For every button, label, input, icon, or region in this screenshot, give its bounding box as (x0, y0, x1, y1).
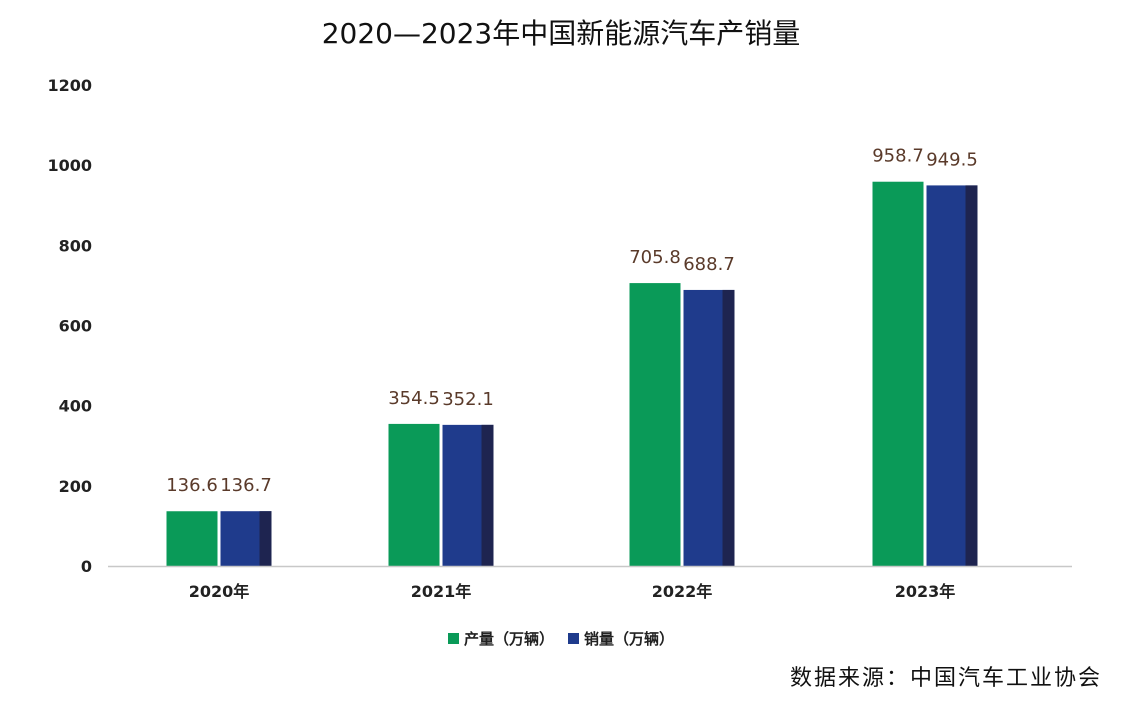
chart-title: 2020—2023年中国新能源汽车产销量 (321, 17, 801, 50)
y-tick-label: 600 (59, 317, 92, 336)
value-label-sales: 688.7 (683, 254, 735, 275)
bar-production (872, 181, 924, 567)
y-axis-ticks: 0 200 400 600 800 1000 1200 (47, 76, 92, 576)
value-label-production: 136.6 (166, 475, 218, 496)
bars (166, 181, 978, 567)
y-tick-label: 400 (59, 397, 92, 416)
x-tick-label: 2020年 (189, 582, 250, 601)
data-source-note: 数据来源：中国汽车工业协会 (789, 666, 1102, 691)
value-label-sales: 352.1 (442, 389, 494, 410)
bar-sales-shade (722, 289, 735, 566)
legend: 产量（万辆） 销量（万辆） (0, 628, 1122, 649)
value-label-sales: 949.5 (926, 149, 978, 170)
value-labels: 136.6 136.7 354.5 352.1 705.8 688.7 958.7 949.5 (166, 146, 978, 497)
y-tick-label: 1000 (47, 156, 92, 175)
y-tick-label: 1200 (47, 76, 92, 95)
bar-sales-shade (965, 185, 978, 566)
value-label-sales: 136.7 (220, 475, 272, 496)
legend-item-sales: 销量（万辆） (568, 628, 674, 649)
x-tick-label: 2022年 (652, 582, 713, 601)
legend-label-sales: 销量（万辆） (584, 630, 675, 648)
bar-production (166, 511, 218, 566)
legend-swatch-sales (568, 633, 579, 644)
legend-swatch-production (447, 633, 459, 644)
bar-sales-shade (481, 424, 494, 566)
y-tick-label: 200 (59, 477, 92, 496)
bar-sales-shade (259, 511, 272, 566)
legend-label-production: 产量（万辆） (463, 630, 554, 648)
bar-production (629, 283, 681, 566)
value-label-production: 705.8 (629, 247, 681, 268)
y-tick-label: 800 (59, 236, 92, 255)
x-axis-ticks: 2020年 2021年 2022年 2023年 (189, 582, 956, 601)
value-label-production: 354.5 (388, 388, 440, 409)
legend-item-production: 产量（万辆） (447, 628, 554, 649)
y-tick-label: 0 (81, 557, 92, 576)
bar-production (388, 423, 440, 566)
x-tick-label: 2021年 (411, 582, 472, 601)
x-tick-label: 2023年 (895, 582, 956, 601)
bar-chart: 0 200 400 600 800 1000 1200 136.6 136.7 354.5 352… (47, 76, 1072, 601)
value-label-production: 958.7 (872, 146, 924, 167)
